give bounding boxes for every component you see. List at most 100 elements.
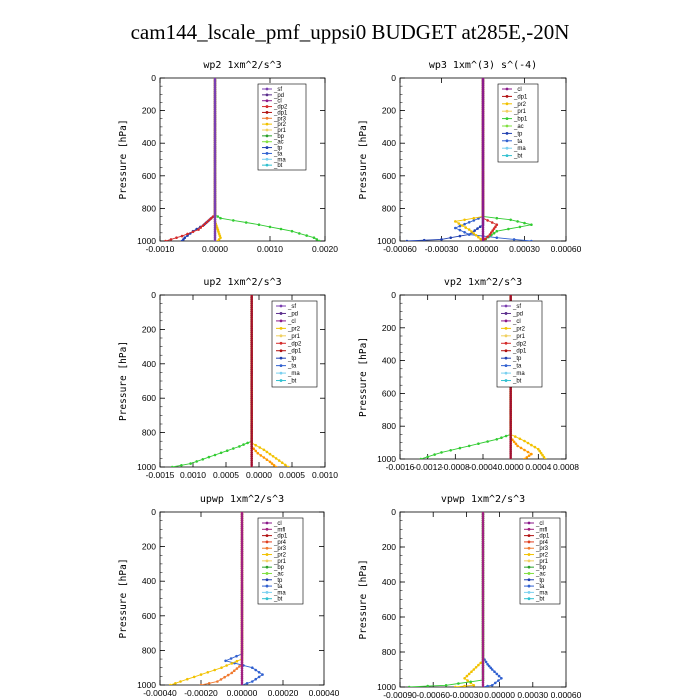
y-tick-label: 400 <box>382 356 396 366</box>
series-point-ta <box>512 238 516 241</box>
legend-label: _pd <box>273 93 284 99</box>
legend-marker <box>265 87 269 91</box>
y-tick-label: 1000 <box>377 454 396 464</box>
series-point-sf <box>213 222 217 225</box>
series-point-cl <box>250 376 253 380</box>
legend-marker <box>527 578 531 582</box>
series-point-pr2 <box>533 445 537 449</box>
series-point-dp1 <box>201 224 205 227</box>
series-point-pr2 <box>213 668 216 672</box>
series-point-pr2 <box>220 666 223 669</box>
y-tick-label: 600 <box>142 393 156 403</box>
series-point-dp2 <box>495 438 499 441</box>
x-tick-label: 0.00030 <box>517 690 548 700</box>
legend-label: _cl <box>287 319 296 325</box>
series-point-dp1 <box>490 221 494 224</box>
series-point-cl <box>250 306 253 309</box>
series-point-mfl <box>240 608 244 612</box>
series-point-sf <box>213 214 217 217</box>
y-tick-label: 200 <box>142 106 156 116</box>
series-point-sf <box>213 182 217 186</box>
series-point-sf <box>213 104 217 107</box>
series-point-mfl <box>240 554 244 558</box>
series-group <box>407 512 503 687</box>
series-point-sf <box>213 208 217 211</box>
series-point-tp <box>490 668 494 671</box>
series-point-cl <box>481 180 485 184</box>
legend-box <box>257 83 307 171</box>
series-point-cl <box>250 409 253 413</box>
series-point-mfl <box>240 604 244 608</box>
series-point-sf <box>213 84 217 88</box>
series-point-sf <box>213 127 217 131</box>
series-point-cl <box>250 391 253 394</box>
series-point-cl <box>250 453 253 456</box>
series-point-cl <box>250 360 253 363</box>
legend-marker <box>505 109 509 113</box>
x-tick-label: 0.0008 <box>553 462 579 472</box>
series-point-sf <box>213 110 217 113</box>
series-point-mfl <box>481 584 485 588</box>
series-point-mfl <box>481 574 485 577</box>
series-point-pr1 <box>268 460 272 464</box>
series-point-mfl <box>481 552 485 556</box>
series-point-cl <box>481 226 485 229</box>
series-point-sf <box>213 92 217 95</box>
series-point-mfl <box>240 569 244 572</box>
series-point-mfl <box>240 550 244 553</box>
legend-marker <box>504 312 508 315</box>
series-point-mfl <box>240 521 244 524</box>
series-point-mfl <box>240 681 244 685</box>
series-point-mfl <box>481 533 485 537</box>
series-point-cl <box>509 455 512 459</box>
series-point-sf <box>213 159 217 162</box>
series-point-pr2 <box>186 677 189 681</box>
legend-marker <box>527 565 531 569</box>
series-point-pr3 <box>199 683 203 685</box>
series-point-mfl <box>240 514 244 518</box>
series-point-dp1 <box>169 238 173 241</box>
series-point-cl <box>250 322 253 326</box>
series-point-sf <box>213 178 217 182</box>
series-point-mfl <box>481 662 485 666</box>
series-point-mfl <box>481 681 485 685</box>
series-point-mfl <box>240 644 244 647</box>
series-point-mfl <box>481 620 485 623</box>
x-tick-label: -0.00090 <box>383 690 417 700</box>
series-point-sf <box>213 171 217 174</box>
series-point-tp <box>257 675 261 679</box>
legend-marker <box>265 134 269 138</box>
legend-label: _bp <box>535 565 547 571</box>
series-point-dp2 <box>219 451 223 455</box>
series-point-pr1 <box>519 446 523 450</box>
x-tick-label: 0.0005 <box>213 470 239 480</box>
series-point-mfl <box>481 597 485 600</box>
series-point-mfl <box>481 652 485 655</box>
series-point-dp1 <box>208 218 211 222</box>
series-point-mfl <box>240 560 244 564</box>
series-point-cl <box>481 117 485 121</box>
series-point-mfl <box>240 594 244 597</box>
series-point-mfl <box>240 527 244 530</box>
legend-label: _dp1 <box>535 534 550 540</box>
series-point-pr2 <box>474 234 478 237</box>
series-point-dp1 <box>206 220 209 224</box>
series-point-mfl <box>240 646 244 649</box>
series-point-pr3 <box>223 675 226 679</box>
series-point-sf <box>213 137 217 141</box>
series-point-cl <box>481 88 485 92</box>
y-tick-label: 0 <box>151 73 156 83</box>
series-point-pr2 <box>262 448 266 452</box>
legend-label: _ta <box>535 584 545 590</box>
series-point-cl <box>509 453 512 457</box>
series-point-cl <box>250 345 253 349</box>
series-point-cl <box>250 362 253 365</box>
series-point-pr2 <box>277 459 281 462</box>
series-point-cl <box>250 299 253 303</box>
legend-marker <box>505 95 509 98</box>
x-tick-label: -0.00030 <box>425 244 459 254</box>
legend-label: _dp1 <box>512 349 527 355</box>
series-point-mfl <box>240 658 244 662</box>
series-point-mfl <box>481 542 485 545</box>
series-point-cl <box>509 396 512 400</box>
